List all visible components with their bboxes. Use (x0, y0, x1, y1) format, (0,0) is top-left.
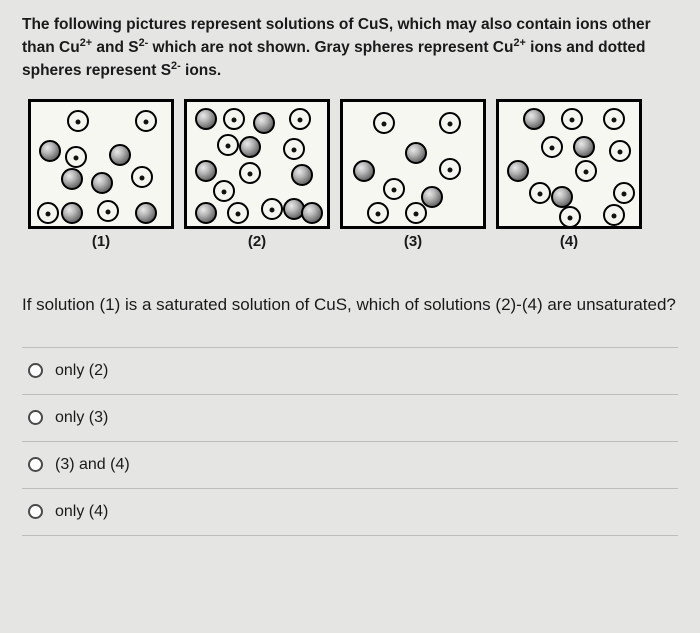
solution-panel-4 (496, 99, 642, 229)
cu-ion-sphere (195, 202, 217, 224)
cu-ion-sphere (109, 144, 131, 166)
s-ion-sphere (261, 198, 283, 220)
cu-ion-sphere (573, 136, 595, 158)
cu-ion-sphere (61, 202, 83, 224)
cu-ion-sphere (551, 186, 573, 208)
cu-ion-sphere (253, 112, 275, 134)
s-ion-sphere (529, 182, 551, 204)
solution-panel-2 (184, 99, 330, 229)
s-ion-sphere (367, 202, 389, 224)
s-ion-sphere (131, 166, 153, 188)
option-label: only (2) (55, 362, 108, 380)
solution-panel-1 (28, 99, 174, 229)
panel-label-2: (2) (248, 233, 266, 250)
question-text: If solution (1) is a saturated solution … (22, 292, 678, 318)
s-ion-sphere (613, 182, 635, 204)
s-ion-sphere (217, 134, 239, 156)
question-prompt: The following pictures represent solutio… (22, 14, 678, 81)
option-only-2[interactable]: only (2) (22, 347, 678, 394)
solution-panel-3 (340, 99, 486, 229)
answer-options: only (2) only (3) (3) and (4) only (4) (22, 347, 678, 536)
cu-ion-sphere (39, 140, 61, 162)
option-label: only (3) (55, 409, 108, 427)
s-ion-sphere (575, 160, 597, 182)
solution-panels: (1) (2) (3) (4) (22, 99, 678, 250)
s-ion-sphere (541, 136, 563, 158)
s-ion-sphere (603, 204, 625, 226)
radio-icon (28, 457, 43, 472)
cu-ion-sphere (239, 136, 261, 158)
option-only-4[interactable]: only (4) (22, 488, 678, 535)
s-ion-sphere (439, 112, 461, 134)
option-only-3[interactable]: only (3) (22, 394, 678, 441)
radio-icon (28, 504, 43, 519)
s-ion-sphere (383, 178, 405, 200)
radio-icon (28, 410, 43, 425)
cu-ion-sphere (135, 202, 157, 224)
s-ion-sphere (373, 112, 395, 134)
radio-icon (28, 363, 43, 378)
panel-label-1: (1) (92, 233, 110, 250)
s-ion-sphere (561, 108, 583, 130)
s-ion-sphere (439, 158, 461, 180)
cu-ion-sphere (195, 160, 217, 182)
cu-ion-sphere (507, 160, 529, 182)
s-ion-sphere (223, 108, 245, 130)
cu-ion-sphere (301, 202, 323, 224)
s-ion-sphere (213, 180, 235, 202)
cu-ion-sphere (91, 172, 113, 194)
s-ion-sphere (283, 138, 305, 160)
s-ion-sphere (289, 108, 311, 130)
s-ion-sphere (65, 146, 87, 168)
option-3-and-4[interactable]: (3) and (4) (22, 441, 678, 488)
s-ion-sphere (37, 202, 59, 224)
cu-ion-sphere (405, 142, 427, 164)
cu-ion-sphere (291, 164, 313, 186)
s-ion-sphere (239, 162, 261, 184)
panel-label-3: (3) (404, 233, 422, 250)
cu-ion-sphere (195, 108, 217, 130)
s-ion-sphere (609, 140, 631, 162)
option-label: only (4) (55, 503, 108, 521)
cu-ion-sphere (523, 108, 545, 130)
cu-ion-sphere (353, 160, 375, 182)
s-ion-sphere (559, 206, 581, 228)
s-ion-sphere (97, 200, 119, 222)
s-ion-sphere (405, 202, 427, 224)
option-label: (3) and (4) (55, 456, 130, 474)
panel-label-4: (4) (560, 233, 578, 250)
cu-ion-sphere (61, 168, 83, 190)
s-ion-sphere (67, 110, 89, 132)
s-ion-sphere (135, 110, 157, 132)
s-ion-sphere (227, 202, 249, 224)
s-ion-sphere (603, 108, 625, 130)
